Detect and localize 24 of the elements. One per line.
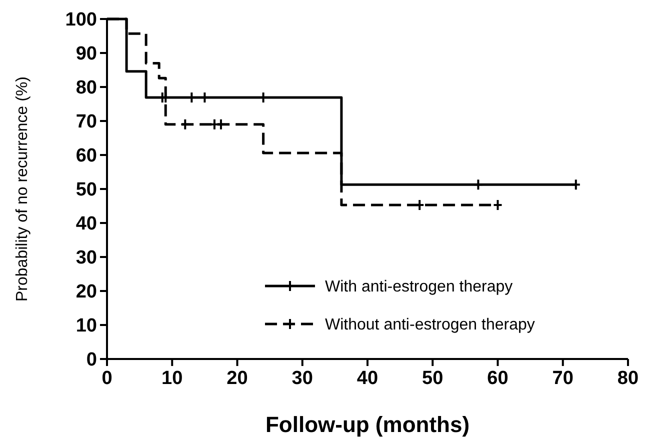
x-tick-label: 40 (356, 368, 378, 389)
y-tick-label: 80 (76, 78, 97, 99)
x-tick-label: 60 (487, 368, 508, 389)
legend-label: With anti-estrogen therapy (325, 278, 513, 296)
y-tick-label: 20 (76, 282, 97, 303)
y-axis-title: Probability of no recurrence (%) (14, 76, 31, 302)
y-tick-label: 10 (76, 316, 97, 337)
y-tick-label: 60 (76, 146, 97, 167)
x-tick-label: 50 (422, 368, 444, 389)
y-tick-label: 0 (86, 350, 97, 371)
x-tick-label: 80 (617, 368, 639, 389)
x-tick-label: 10 (162, 368, 183, 389)
y-tick-label: 40 (76, 214, 97, 235)
x-tick-label: 20 (226, 368, 248, 389)
y-tick-label: 90 (76, 44, 97, 65)
y-tick-label: 50 (76, 180, 97, 201)
x-axis-title: Follow-up (months) (265, 412, 470, 437)
y-tick-label: 100 (65, 10, 97, 31)
x-tick-label: 0 (102, 368, 112, 389)
y-tick-label: 30 (76, 248, 97, 269)
x-tick-label: 30 (292, 368, 313, 389)
y-tick-label: 70 (76, 112, 97, 133)
legend-label: Without anti-estrogen therapy (325, 316, 535, 334)
x-tick-label: 70 (552, 368, 574, 389)
